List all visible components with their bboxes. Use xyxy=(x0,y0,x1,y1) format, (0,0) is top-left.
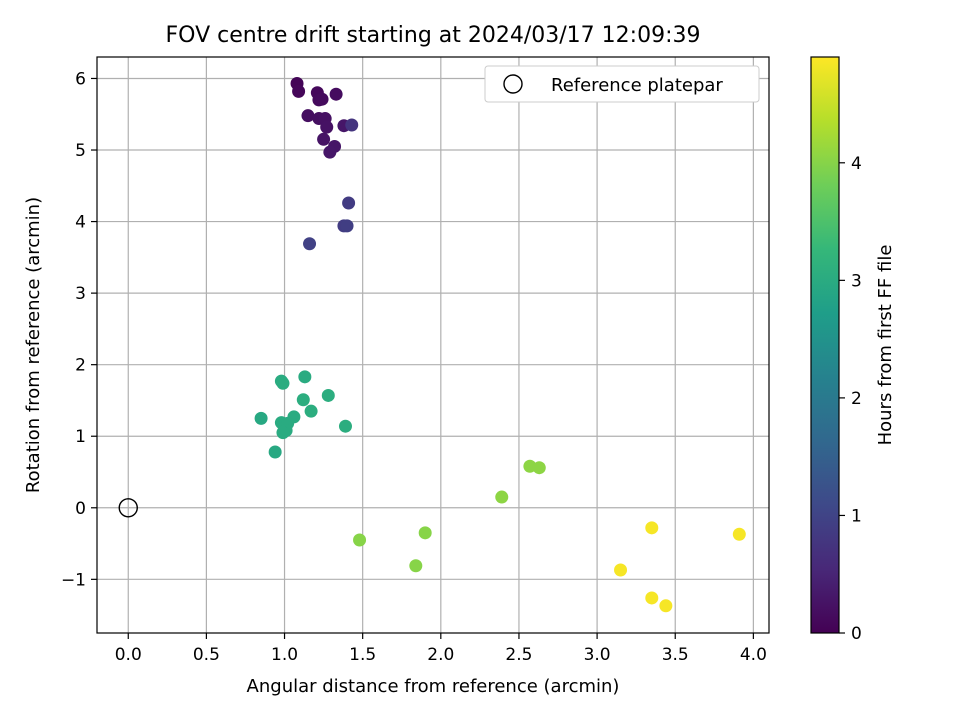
data-point xyxy=(323,145,337,159)
data-point xyxy=(254,411,268,425)
data-point xyxy=(645,521,659,535)
colorbar-tick-label: 2 xyxy=(851,389,862,409)
y-axis-label: Rotation from reference (arcmin) xyxy=(23,197,44,493)
data-point xyxy=(298,370,312,384)
y-axis-ticks: −1 0 1 2 3 4 5 6 xyxy=(61,69,97,590)
y-tick-label: 3 xyxy=(75,284,86,304)
plot-frame xyxy=(96,56,770,634)
y-tick-label: −1 xyxy=(61,570,86,590)
colorbar-ticks: 0 1 2 3 4 xyxy=(839,154,862,644)
x-tick-label: 0.5 xyxy=(193,645,220,665)
data-point xyxy=(532,461,546,475)
legend: Reference platepar xyxy=(484,65,760,103)
data-point xyxy=(340,219,354,233)
colorbar-tick-label: 0 xyxy=(851,624,862,644)
data-point xyxy=(342,196,356,210)
y-tick-label: 5 xyxy=(75,141,86,161)
colorbar-tick-label: 4 xyxy=(851,154,862,174)
data-point xyxy=(292,84,306,98)
x-tick-label: 1.0 xyxy=(271,645,298,665)
plot-area xyxy=(96,56,770,634)
data-point xyxy=(495,490,509,504)
data-point xyxy=(645,591,659,605)
data-point xyxy=(338,419,352,433)
legend-marker-icon xyxy=(503,74,523,94)
data-point xyxy=(329,87,343,101)
data-point xyxy=(321,388,335,402)
x-tick-label: 0.0 xyxy=(115,645,142,665)
y-tick-label: 0 xyxy=(75,499,86,519)
data-point xyxy=(303,237,317,251)
plot-background xyxy=(97,57,769,633)
y-tick-label: 4 xyxy=(75,213,86,233)
colorbar-tick-label: 3 xyxy=(851,271,862,291)
y-tick-label: 2 xyxy=(75,356,86,376)
data-point xyxy=(418,526,432,540)
legend-label: Reference platepar xyxy=(551,75,723,96)
x-tick-label: 3.0 xyxy=(584,645,611,665)
data-point xyxy=(268,445,282,459)
data-point xyxy=(276,376,290,390)
colorbar-label: Hours from first FF file xyxy=(875,245,896,446)
chart-title: FOV centre drift starting at 2024/03/17 … xyxy=(166,23,701,48)
x-tick-label: 1.5 xyxy=(349,645,376,665)
grid-lines xyxy=(97,57,769,633)
data-point xyxy=(353,533,367,547)
data-point xyxy=(301,109,315,123)
x-axis-label: Angular distance from reference (arcmin) xyxy=(247,676,620,697)
data-point xyxy=(614,563,628,577)
reference-platepar-marker xyxy=(118,498,138,518)
y-tick-label: 6 xyxy=(75,69,86,89)
data-point xyxy=(296,393,310,407)
colorbar-gradient xyxy=(810,56,840,634)
data-point xyxy=(304,404,318,418)
data-points xyxy=(254,76,746,613)
data-point xyxy=(345,118,359,132)
x-tick-label: 2.5 xyxy=(505,645,532,665)
colorbar: 0 1 2 3 4 Hours from first FF file xyxy=(810,56,896,644)
data-point xyxy=(276,426,290,440)
legend-box xyxy=(484,65,760,103)
data-point xyxy=(317,132,331,146)
colorbar-tick-label: 1 xyxy=(851,506,862,526)
data-point xyxy=(409,559,423,573)
data-point xyxy=(732,527,746,541)
data-point xyxy=(315,92,329,106)
data-point xyxy=(320,120,334,134)
x-tick-label: 3.5 xyxy=(662,645,689,665)
x-tick-label: 4.0 xyxy=(740,645,767,665)
y-tick-label: 1 xyxy=(75,427,86,447)
x-axis-ticks: 0.0 0.5 1.0 1.5 2.0 2.5 3.0 3.5 4.0 xyxy=(115,633,767,665)
data-point xyxy=(659,599,673,613)
x-tick-label: 2.0 xyxy=(427,645,454,665)
